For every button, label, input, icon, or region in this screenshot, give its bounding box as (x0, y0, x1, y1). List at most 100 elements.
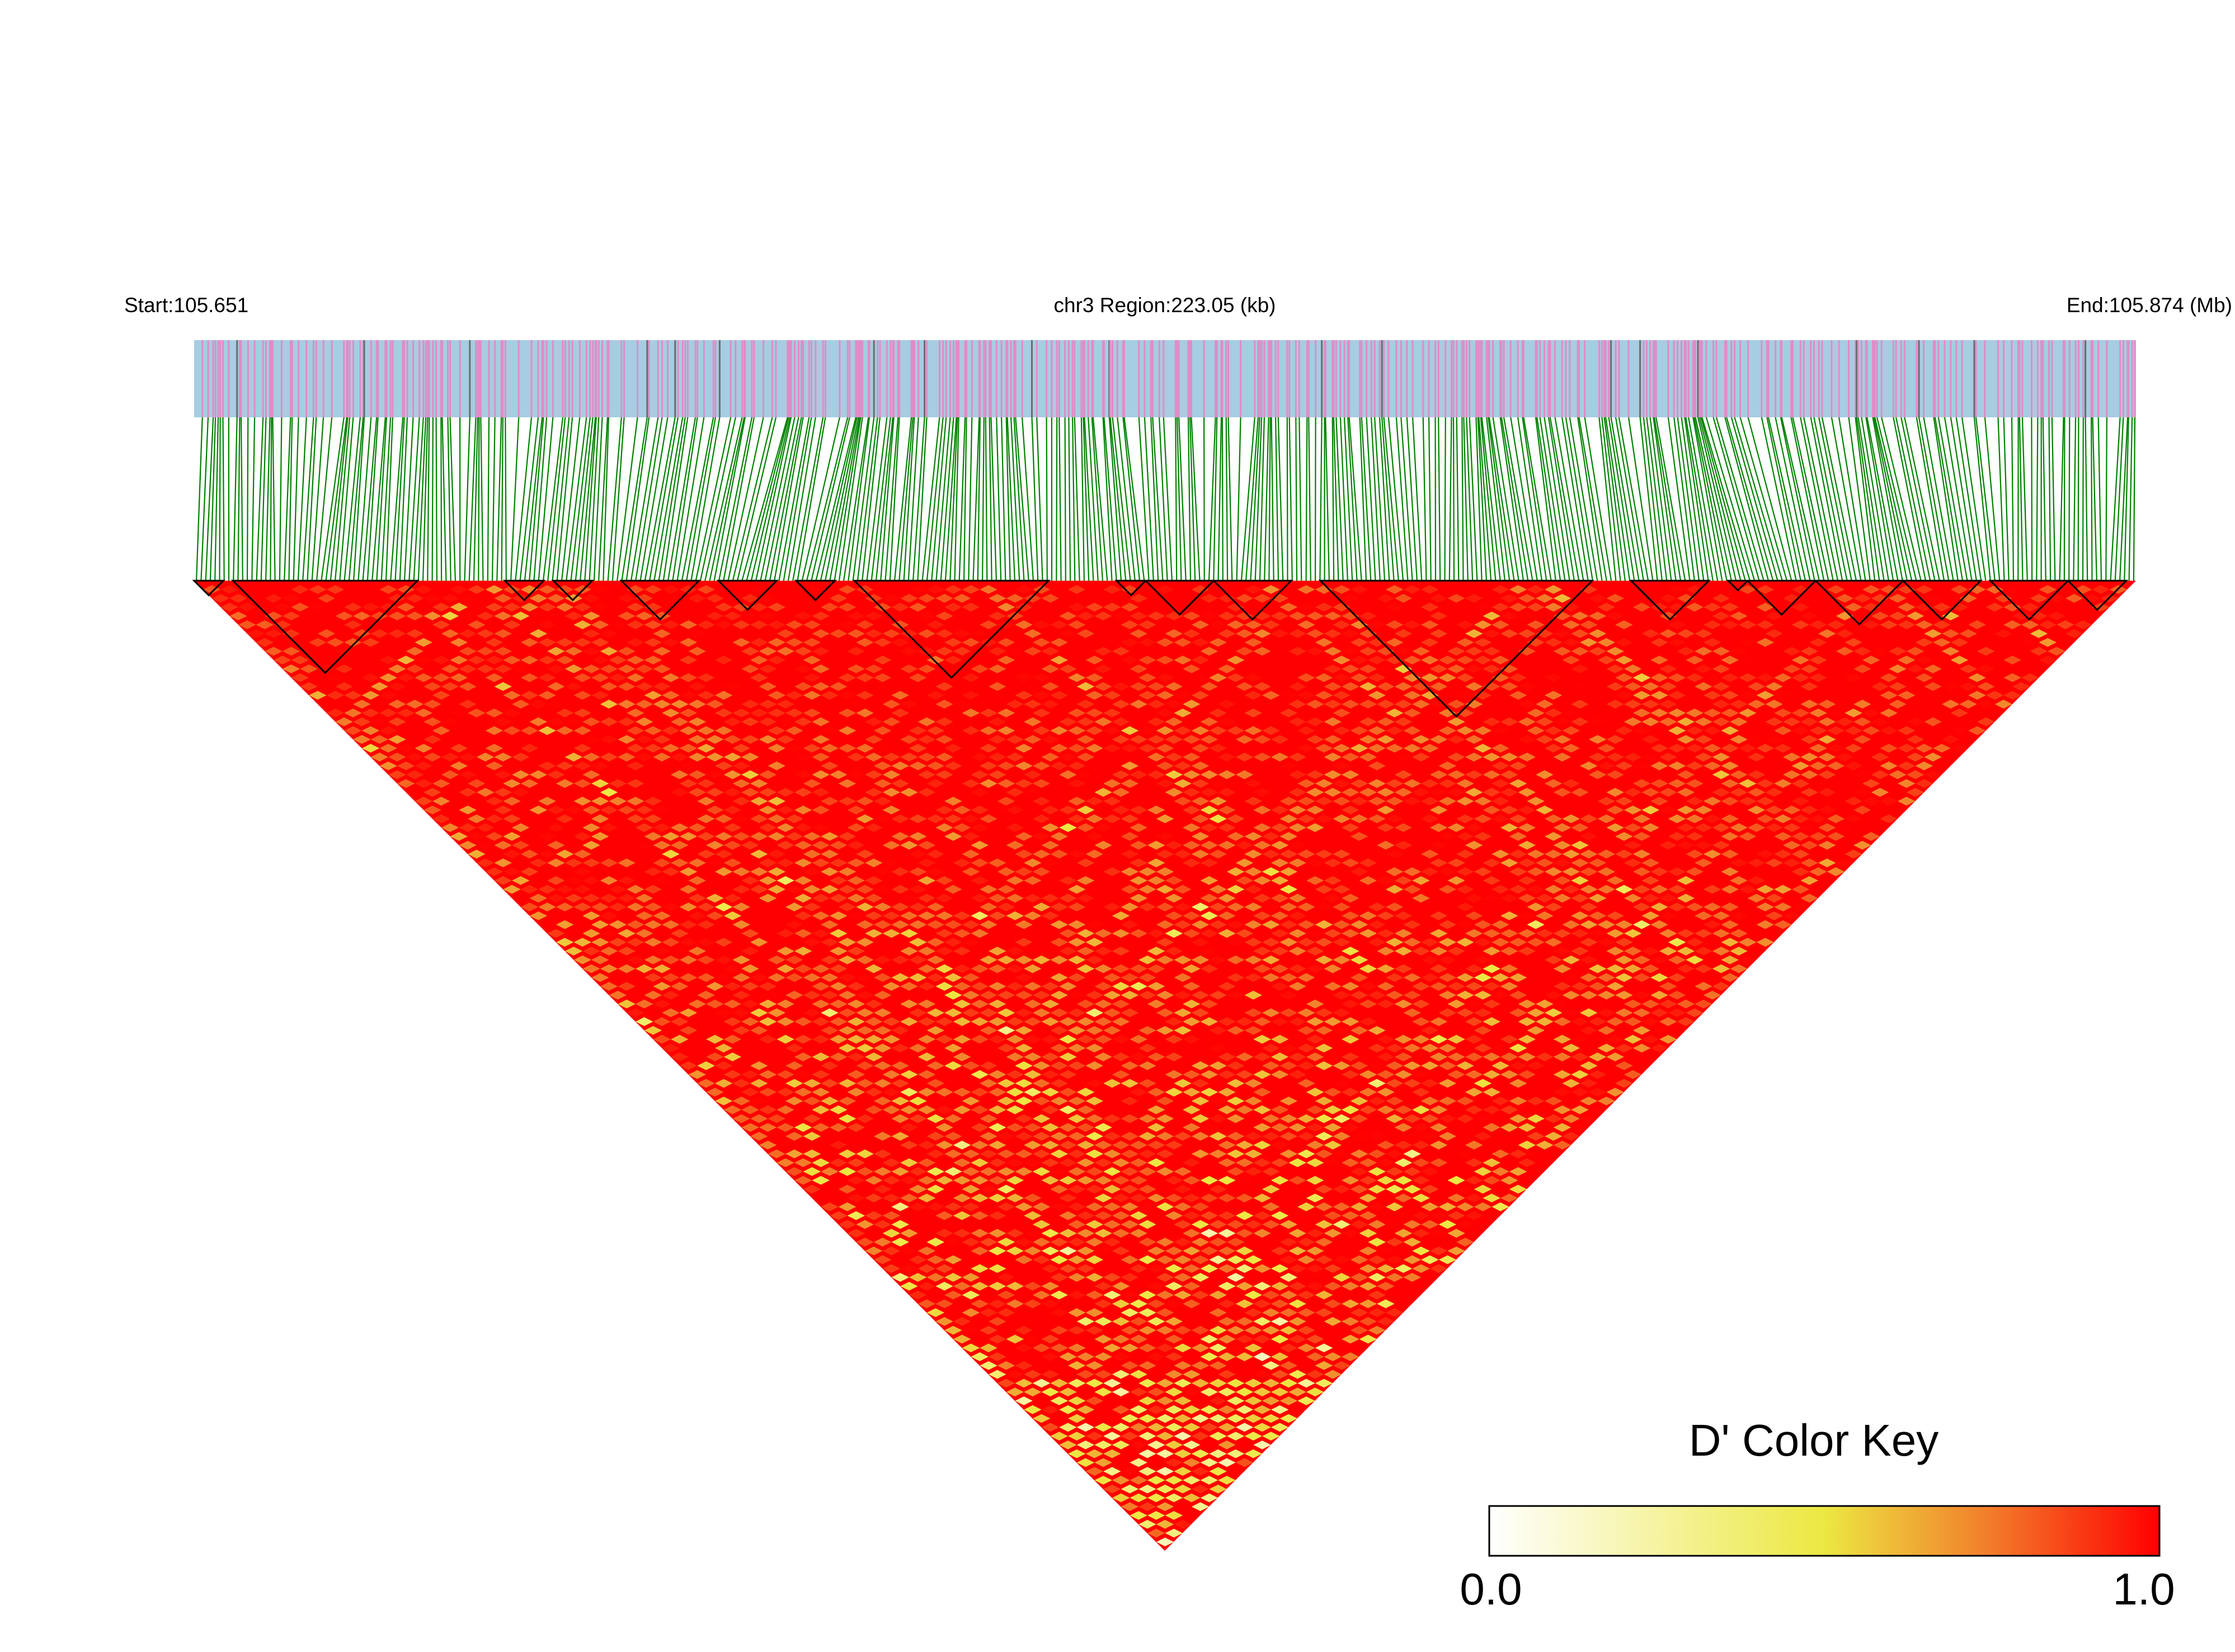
ld-cell (1156, 779, 1174, 788)
ld-cell (1306, 647, 1324, 656)
ld-cell (1200, 1493, 1218, 1503)
ld-cell (1518, 893, 1536, 903)
ld-cell (1324, 1317, 1342, 1326)
ld-cell (1059, 806, 1077, 815)
ld-cell (1006, 876, 1024, 885)
ld-cell (1209, 726, 1227, 735)
ld-cell (1253, 964, 1271, 973)
ld-cell (1668, 673, 1686, 683)
ld-cell (891, 691, 909, 700)
ld-cell (1271, 911, 1289, 920)
ld-cell (1394, 735, 1413, 744)
ld-cell (503, 779, 521, 788)
ld-cell (1209, 1079, 1227, 1088)
ld-cell (1121, 832, 1139, 841)
ld-cell (1553, 735, 1571, 744)
ld-cell (1200, 1052, 1218, 1062)
ld-cell (1412, 1088, 1430, 1097)
ld-cell (1606, 929, 1624, 938)
ld-cell (935, 1211, 953, 1220)
ld-cell (1606, 1017, 1624, 1027)
ld-cell (1324, 1211, 1342, 1220)
ld-cell (370, 752, 389, 762)
ld-cell (723, 699, 742, 709)
ld-cell (1527, 1008, 1545, 1018)
ld-cell (1076, 1441, 1095, 1449)
ld-cell (962, 779, 980, 788)
ld-cell (388, 770, 406, 779)
ld-cell (432, 656, 450, 665)
ld-cell (1756, 832, 1775, 841)
ld-cell (1712, 770, 1730, 779)
ld-cell (653, 629, 671, 638)
ld-cell (1041, 1369, 1060, 1379)
ld-cell (627, 673, 644, 683)
ld-cell (1226, 1079, 1245, 1088)
ld-cell (1297, 1114, 1315, 1123)
ld-cell (1438, 656, 1457, 665)
ld-cell (1615, 603, 1633, 612)
ld-cell (1500, 964, 1518, 973)
ld-cell (900, 1017, 918, 1027)
ld-cell (326, 638, 345, 647)
ld-cell (1474, 814, 1492, 823)
ld-cell (1500, 893, 1518, 903)
ld-cell (926, 1132, 945, 1141)
ld-cell (582, 717, 600, 727)
ld-cell (1200, 999, 1218, 1009)
ld-cell (1068, 1026, 1086, 1035)
ld-cell (1350, 1273, 1368, 1282)
marker-connector (435, 417, 438, 581)
ld-cell (1244, 1026, 1262, 1035)
ld-cell (582, 964, 600, 973)
ld-cell (989, 1369, 1006, 1379)
ld-cell (873, 956, 892, 964)
marker-connector (1975, 417, 1996, 581)
ld-cell (1279, 1273, 1298, 1282)
ld-cell (1288, 682, 1306, 691)
ld-cell (1518, 611, 1536, 620)
ld-cell (1809, 779, 1827, 788)
ld-cell (1209, 1096, 1227, 1105)
ld-cell (1076, 752, 1095, 762)
ld-cell (1677, 876, 1695, 885)
ld-cell (812, 752, 830, 762)
ld-cell (1429, 682, 1448, 691)
ld-cell (1156, 1326, 1174, 1335)
ld-cell (971, 629, 989, 638)
ld-cell (944, 1220, 962, 1229)
ld-cell (1262, 1291, 1280, 1300)
marker-connector (954, 417, 959, 581)
ld-cell (1121, 1361, 1139, 1370)
ld-cell (1165, 1458, 1183, 1467)
ld-cell (1500, 929, 1518, 938)
ld-cell (697, 585, 715, 594)
ld-cell (1279, 1043, 1298, 1053)
ld-cell (944, 991, 962, 1000)
ld-cell (909, 761, 927, 770)
ld-cell (1306, 858, 1324, 868)
ld-cell (1262, 1132, 1280, 1141)
ld-cell (1121, 1220, 1139, 1229)
ld-cell (812, 682, 830, 691)
ld-cell (1200, 893, 1218, 903)
ld-cell (1297, 603, 1315, 612)
ld-cell (1703, 708, 1721, 718)
ld-cell (909, 1096, 927, 1105)
ld-cell (688, 717, 707, 727)
ld-cell (1350, 1149, 1368, 1159)
marker-connector (1904, 417, 1940, 581)
ld-cell (1306, 964, 1324, 973)
ld-cell (926, 920, 945, 929)
ld-cell (450, 726, 468, 735)
ld-cell (1597, 656, 1616, 665)
ld-cell (989, 1123, 1006, 1132)
ld-cell (1138, 1043, 1156, 1053)
ld-cell (917, 1176, 936, 1185)
ld-cell (812, 1158, 830, 1168)
ld-cell (662, 673, 680, 683)
ld-cell (1085, 832, 1104, 841)
ld-cell (1403, 1132, 1421, 1141)
ld-cell (1800, 823, 1818, 832)
ld-cell (900, 823, 918, 832)
